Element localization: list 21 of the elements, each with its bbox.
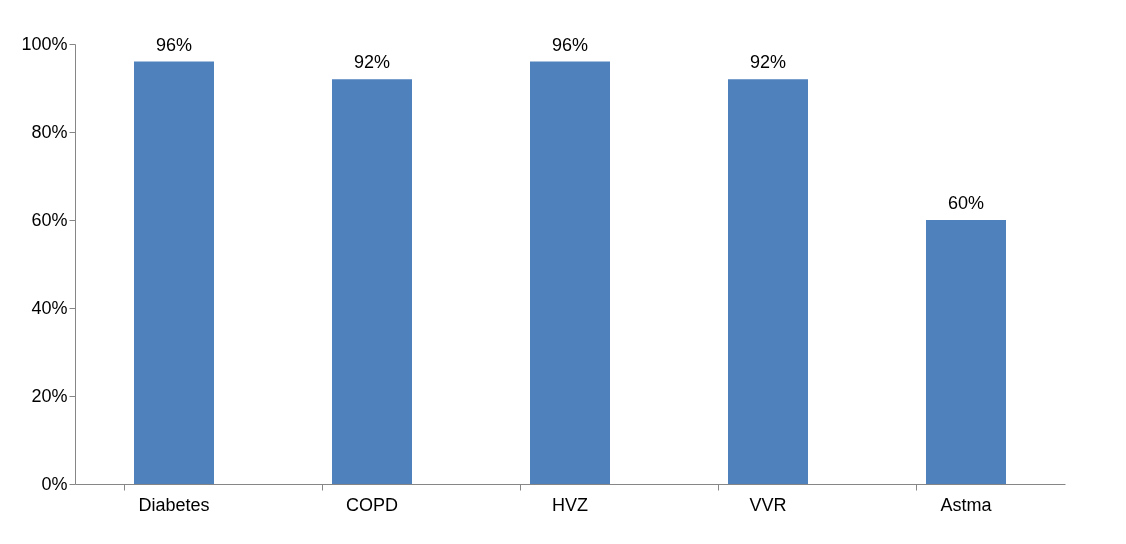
x-tick-label: Astma xyxy=(940,494,993,515)
x-tick-label: VVR xyxy=(749,494,787,515)
data-label: 60% xyxy=(947,193,985,213)
data-label: 96% xyxy=(551,34,589,55)
x-tick-label: HVZ xyxy=(552,494,588,515)
y-tick-label: 20% xyxy=(31,385,68,406)
bar xyxy=(728,79,808,484)
y-tick-label: 0% xyxy=(41,473,68,494)
bar xyxy=(530,61,610,484)
y-tick-label: 40% xyxy=(31,297,68,318)
y-tick-label: 100% xyxy=(21,33,68,54)
data-label: 92% xyxy=(749,52,787,73)
x-tick-label: Diabetes xyxy=(138,494,210,515)
x-tick-label: COPD xyxy=(345,494,399,515)
data-label: 96% xyxy=(155,34,193,55)
y-tick-label: 80% xyxy=(31,121,68,142)
bar xyxy=(332,79,412,484)
bar xyxy=(926,220,1006,484)
y-tick-label: 60% xyxy=(31,209,68,230)
bar xyxy=(134,61,214,484)
data-label: 92% xyxy=(353,52,391,73)
